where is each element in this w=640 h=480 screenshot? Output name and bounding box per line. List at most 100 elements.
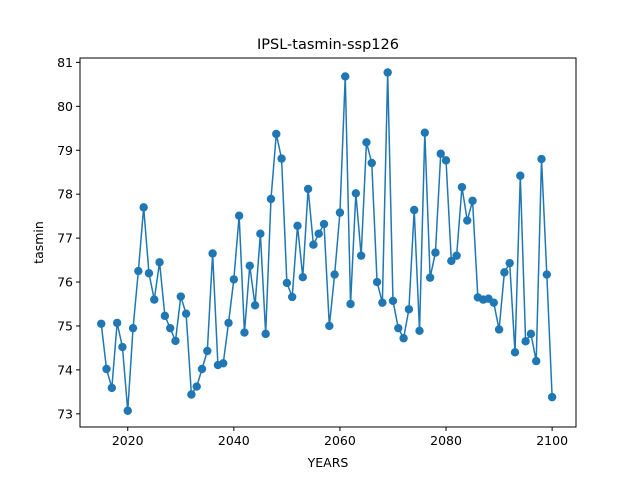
data-point — [261, 329, 270, 339]
data-point — [420, 128, 430, 137]
data-point — [394, 323, 403, 333]
data-point — [404, 305, 414, 314]
data-point — [346, 299, 355, 309]
y-tick-label: 78 — [57, 187, 73, 202]
data-point — [102, 364, 111, 374]
data-point — [150, 295, 159, 304]
y-tick-label: 73 — [57, 406, 73, 421]
data-point — [457, 182, 467, 192]
data-point — [303, 184, 313, 194]
y-tick-label: 76 — [57, 275, 73, 290]
data-point — [240, 328, 249, 337]
x-axis-ticks: 2020 2040 2060 2080 2100 — [112, 427, 568, 448]
data-point — [526, 329, 536, 339]
data-point — [537, 154, 546, 164]
data-point — [208, 249, 217, 258]
data-point — [144, 269, 154, 278]
y-axis-ticks: 73 74 75 76 77 78 79 80 81 — [57, 55, 80, 421]
y-tick-label: 80 — [57, 99, 73, 114]
y-tick-label: 77 — [57, 231, 73, 246]
x-axis-label: YEARS — [307, 455, 349, 470]
data-point — [309, 240, 318, 249]
data-point — [197, 364, 207, 374]
x-tick-label: 2060 — [324, 433, 356, 448]
data-point — [367, 158, 376, 168]
plot-marks — [97, 68, 557, 415]
data-point — [341, 72, 350, 81]
data-point — [372, 277, 382, 287]
data-point — [388, 296, 398, 306]
data-point — [134, 266, 143, 276]
y-tick-label: 79 — [57, 143, 73, 158]
data-point — [165, 323, 175, 333]
y-tick-label: 74 — [57, 362, 73, 377]
data-point — [383, 68, 392, 77]
data-point — [293, 221, 302, 231]
x-tick-label: 2100 — [536, 433, 568, 448]
plot-background — [80, 58, 576, 427]
data-point — [118, 342, 127, 352]
data-point — [356, 251, 366, 260]
data-point — [139, 203, 148, 212]
data-point — [128, 323, 138, 333]
y-tick-label: 81 — [57, 55, 73, 70]
data-point — [463, 216, 472, 225]
data-point — [415, 326, 424, 335]
data-point — [410, 205, 419, 215]
data-point — [468, 196, 477, 205]
y-tick-label: 75 — [57, 318, 73, 333]
data-point — [510, 348, 520, 357]
x-tick-label: 2040 — [218, 433, 250, 448]
data-point — [229, 275, 239, 284]
data-point — [542, 270, 552, 279]
data-point — [287, 292, 297, 302]
data-point — [494, 325, 504, 334]
data-point — [399, 334, 408, 343]
data-point — [245, 261, 254, 270]
data-point — [192, 382, 201, 391]
data-point — [160, 311, 170, 321]
plot-frame — [79, 57, 577, 428]
data-point — [176, 292, 185, 301]
data-point — [112, 318, 122, 328]
data-point — [325, 321, 334, 331]
data-point — [452, 251, 461, 260]
data-point — [505, 258, 514, 268]
x-tick-label: 2080 — [430, 433, 462, 448]
data-point — [187, 390, 196, 399]
data-point — [298, 273, 307, 282]
data-point — [516, 171, 525, 180]
data-point — [447, 256, 456, 266]
data-point — [489, 298, 498, 307]
data-point — [272, 129, 281, 139]
data-point — [224, 318, 233, 328]
data-point — [171, 336, 180, 346]
x-tick-label: 2020 — [112, 433, 144, 448]
data-point — [234, 211, 244, 220]
data-point — [97, 319, 106, 328]
data-point — [335, 208, 345, 217]
data-point — [256, 229, 265, 238]
data-point — [314, 229, 323, 238]
data-point — [500, 268, 509, 277]
data-point — [266, 194, 276, 204]
data-point — [107, 383, 117, 393]
data-point — [378, 298, 387, 307]
data-point — [351, 189, 361, 198]
data-point — [532, 356, 541, 366]
data-point — [282, 278, 292, 288]
data-point — [431, 248, 440, 257]
data-point — [181, 309, 191, 318]
data-point — [123, 406, 132, 415]
chart-title: IPSL-tasmin-ssp126 — [257, 37, 399, 53]
data-point — [319, 219, 329, 229]
data-point — [155, 258, 164, 267]
data-point — [203, 346, 212, 356]
data-point — [330, 270, 339, 279]
data-point — [219, 359, 228, 368]
y-axis-label: tasmin — [31, 221, 46, 264]
data-point — [436, 149, 445, 158]
data-point — [441, 156, 451, 165]
data-point — [547, 392, 557, 402]
